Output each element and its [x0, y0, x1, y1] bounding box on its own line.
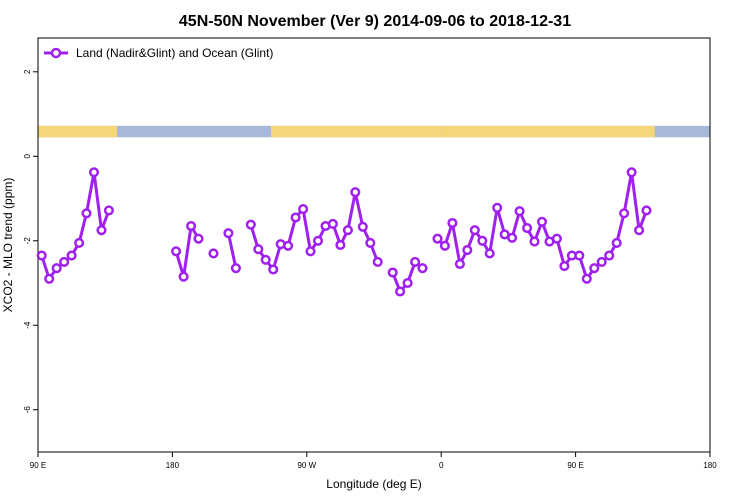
data-point: [81, 208, 92, 219]
data-point: [447, 217, 458, 229]
x-tick-label: 180: [166, 461, 180, 470]
data-point: [327, 218, 338, 229]
data-point: [178, 271, 189, 282]
data-point: [529, 236, 540, 247]
series-group: [36, 167, 652, 297]
data-point: [619, 208, 630, 219]
x-tick-label: 180: [703, 461, 717, 470]
legend-label: Land (Nadir&Glint) and Ocean (Glint): [76, 46, 273, 60]
data-point: [253, 244, 264, 255]
data-point: [439, 240, 450, 251]
data-point: [44, 273, 55, 284]
data-point: [74, 237, 85, 248]
data-point: [260, 254, 271, 265]
data-point: [230, 263, 241, 274]
x-axis: 90 E 180 90 W 0 90 E 180: [30, 452, 717, 470]
data-point: [350, 187, 361, 198]
x-tick-label: 90 E: [567, 461, 583, 470]
data-point: [604, 250, 615, 261]
x-axis-label: Longitude (deg E): [326, 477, 421, 491]
plot-frame: [37, 37, 711, 453]
legend: Land (Nadir&Glint) and Ocean (Glint): [44, 46, 273, 60]
data-point: [477, 235, 488, 246]
data-point: [342, 225, 353, 236]
data-point: [268, 264, 279, 275]
land-band: [441, 125, 655, 138]
data-point: [283, 240, 294, 251]
y-tick-label: -4: [23, 321, 32, 329]
data-point: [223, 228, 234, 239]
chart-title: 45N-50N November (Ver 9) 2014-09-06 to 2…: [179, 13, 571, 30]
data-point: [103, 205, 114, 216]
data-point: [462, 245, 473, 256]
data-point: [596, 256, 607, 267]
y-tick-label: 0: [23, 154, 32, 159]
data-point: [335, 239, 346, 251]
series-line: [40, 170, 111, 281]
y-axis: 2 0 -2 -4 -6: [23, 69, 38, 413]
data-point: [522, 223, 533, 234]
data-point: [454, 258, 465, 270]
y-tick-label: -6: [23, 406, 32, 414]
data-point: [507, 232, 518, 243]
data-point: [410, 256, 421, 267]
data-point: [387, 267, 398, 278]
data-point: [193, 233, 204, 244]
data-point: [96, 225, 107, 236]
data-point: [298, 204, 309, 215]
data-point: [634, 225, 645, 236]
data-point: [417, 263, 428, 274]
data-point: [514, 206, 525, 217]
y-tick-label: 2: [23, 69, 32, 74]
series-line: [226, 232, 238, 269]
data-point: [305, 246, 316, 257]
data-point: [581, 273, 592, 284]
y-axis-label: XCO2 - MLO trend (ppm): [1, 178, 15, 313]
land-band: [38, 125, 118, 138]
data-point: [589, 263, 600, 274]
data-point: [611, 237, 622, 248]
map-strip: [38, 125, 710, 138]
data-point: [626, 167, 637, 178]
data-point: [88, 167, 100, 178]
data-point: [492, 202, 503, 213]
data-point: [641, 205, 652, 216]
x-tick-label: 90 E: [30, 461, 46, 470]
data-point: [290, 212, 301, 223]
data-point: [208, 248, 219, 259]
x-tick-label: 90 W: [297, 461, 316, 470]
data-point: [402, 277, 413, 289]
data-point: [171, 246, 182, 257]
data-point: [395, 286, 406, 297]
series-line: [174, 224, 200, 279]
land-band: [270, 125, 442, 138]
data-point: [51, 263, 62, 274]
data-point: [312, 235, 324, 246]
data-point: [484, 248, 495, 259]
x-tick-label: 0: [439, 461, 444, 470]
data-point: [365, 237, 376, 248]
data-point: [432, 233, 443, 244]
data-point: [469, 225, 480, 236]
data-point: [536, 216, 548, 227]
data-point: [36, 250, 47, 261]
data-point: [551, 233, 562, 244]
data-point: [372, 256, 383, 267]
data-point: [245, 219, 256, 230]
data-point: [574, 250, 585, 261]
legend-marker: [50, 47, 62, 59]
data-point: [66, 250, 77, 261]
data-point: [357, 221, 368, 232]
data-point: [559, 261, 570, 272]
data-point: [59, 256, 70, 267]
y-tick-label: -2: [23, 237, 32, 245]
data-point: [186, 220, 197, 232]
